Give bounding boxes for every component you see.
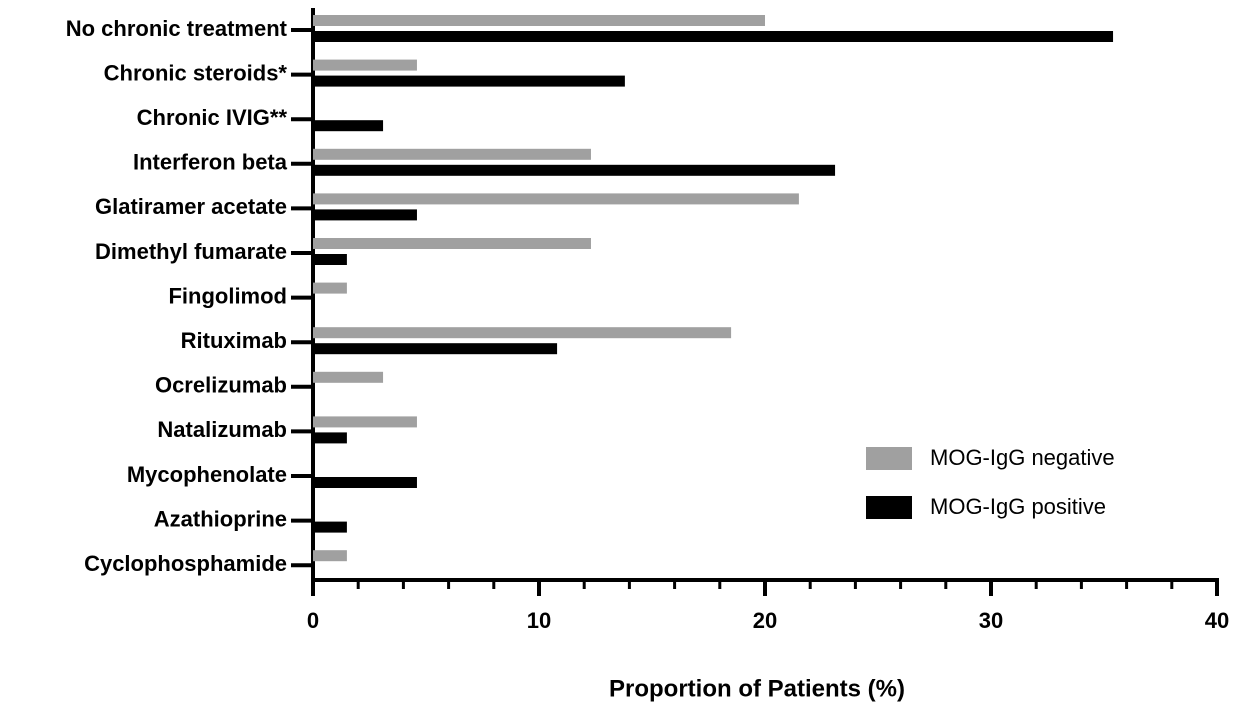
x-tick-label: 30 (979, 608, 1003, 633)
bar (313, 477, 417, 488)
bar (313, 59, 417, 71)
bar (313, 15, 765, 26)
legend-label: MOG-IgG negative (930, 445, 1115, 470)
bar (313, 327, 732, 339)
y-tick-label: Rituximab (181, 328, 287, 353)
bar (313, 238, 591, 249)
bar (313, 371, 384, 383)
legend-swatch (866, 447, 912, 470)
bar (313, 550, 347, 562)
y-tick-label: Ocrelizumab (155, 373, 287, 398)
y-tick-label: Glatiramer acetate (95, 194, 287, 219)
y-tick-label: Interferon beta (133, 150, 288, 175)
bar (313, 521, 347, 533)
y-tick-label: Cyclophosphamide (84, 551, 287, 576)
x-tick-label: 0 (307, 608, 319, 633)
bar (313, 343, 558, 355)
x-axis-label: Proportion of Patients (%) (609, 675, 905, 702)
legend-label: MOG-IgG positive (930, 494, 1106, 519)
x-tick-label: 20 (753, 608, 777, 633)
x-tick-label: 40 (1205, 608, 1229, 633)
bar (313, 282, 347, 294)
bar (313, 75, 625, 87)
y-tick-label: Chronic IVIG** (137, 105, 288, 130)
y-tick-label: Dimethyl fumarate (95, 239, 287, 264)
x-tick-label: 10 (527, 608, 551, 633)
bar (313, 148, 591, 160)
bar (313, 254, 347, 265)
bar (313, 120, 384, 132)
bar (313, 164, 836, 176)
bar (313, 193, 799, 205)
y-tick-label: Azathioprine (154, 506, 287, 531)
y-tick-label: No chronic treatment (66, 16, 288, 41)
bar (313, 432, 347, 444)
y-tick-label: Mycophenolate (127, 462, 287, 487)
bar (313, 209, 417, 221)
bar (313, 31, 1114, 42)
y-tick-label: Natalizumab (157, 417, 287, 442)
bar (313, 416, 417, 428)
y-tick-label: Chronic steroids* (104, 60, 288, 85)
legend-swatch (866, 496, 912, 519)
y-tick-label: Fingolimod (168, 283, 287, 308)
